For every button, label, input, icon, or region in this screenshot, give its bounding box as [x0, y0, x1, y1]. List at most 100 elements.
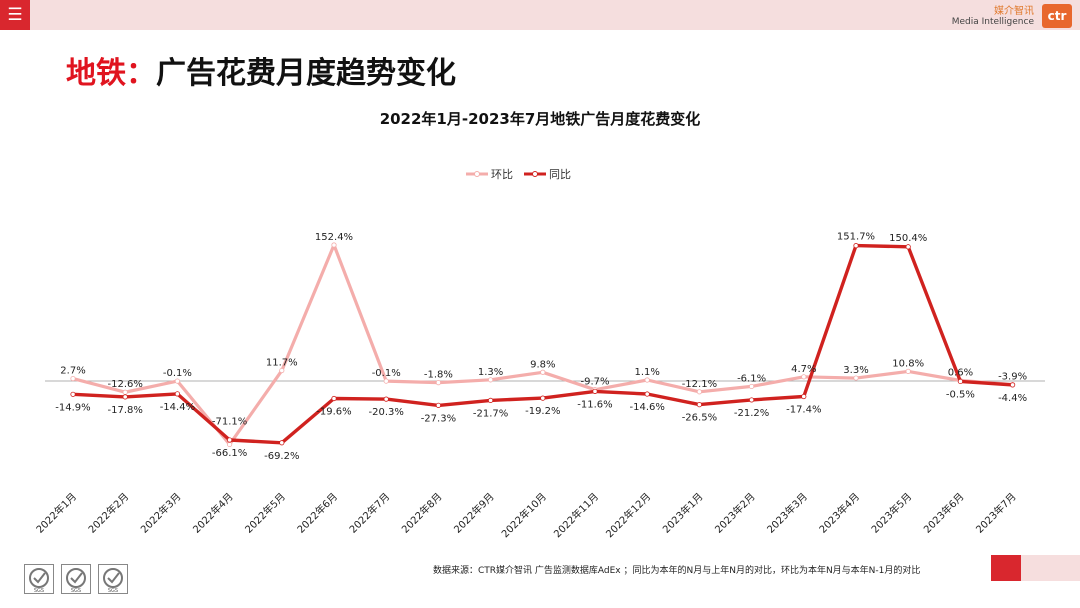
chart-title: 2022年1月-2023年7月地铁广告月度花费变化 — [380, 110, 701, 128]
data-label: -12.6% — [108, 379, 143, 390]
certification-badges: SGS SGS SGS — [24, 564, 130, 596]
data-label: 2.7% — [60, 366, 85, 377]
data-label: -0.1% — [163, 368, 192, 379]
data-label: -14.9% — [55, 402, 90, 413]
x-tick-label: 2022年1月 — [33, 490, 79, 536]
data-point — [540, 395, 546, 401]
sgs-badge-icon: SGS — [98, 564, 129, 594]
data-point — [122, 394, 128, 400]
x-tick-label: 2022年5月 — [242, 490, 288, 536]
data-label: -12.1% — [682, 379, 717, 390]
x-tick-label: 2022年11月 — [551, 490, 601, 540]
svg-text:SGS: SGS — [34, 588, 44, 593]
data-point — [122, 389, 128, 395]
x-tick-label: 2022年6月 — [294, 490, 340, 536]
x-tick-label: 2022年3月 — [138, 490, 184, 536]
data-label: 152.4% — [315, 232, 353, 243]
page-title-accent: 地铁： — [66, 56, 156, 91]
hamburger-menu-icon[interactable]: ☰ — [0, 0, 30, 30]
data-label: 1.3% — [478, 367, 503, 378]
legend-label: 环比 — [491, 168, 513, 181]
data-point — [279, 440, 285, 446]
legend-marker — [532, 171, 538, 177]
data-label: -0.1% — [372, 368, 401, 379]
data-point — [70, 391, 76, 397]
data-label: -14.6% — [630, 402, 665, 413]
data-label: 4.7% — [791, 364, 816, 375]
data-label: 0.6% — [948, 367, 973, 378]
data-label: 151.7% — [837, 232, 875, 243]
data-point — [227, 437, 233, 443]
data-label: -9.7% — [580, 377, 609, 388]
data-point — [383, 378, 389, 384]
data-label: -0.5% — [946, 389, 975, 400]
x-tick-label: 2023年4月 — [816, 490, 862, 536]
x-tick-label: 2022年12月 — [603, 490, 653, 540]
page-title: 地铁：广告花费月度趋势变化 — [66, 48, 456, 92]
data-label: -14.4% — [160, 402, 195, 413]
data-label: 3.3% — [843, 365, 868, 376]
data-point — [905, 244, 911, 250]
brand-name-cn: 媒介智讯 — [994, 6, 1034, 17]
footer-accent-block — [1021, 555, 1080, 581]
data-point — [905, 368, 911, 374]
x-tick-label: 2023年7月 — [973, 490, 1019, 536]
data-point — [487, 397, 494, 403]
x-tick-label: 2022年2月 — [85, 490, 131, 536]
data-label: 10.8% — [892, 358, 924, 369]
data-label: -26.5% — [682, 413, 717, 424]
data-point — [592, 388, 598, 394]
data-label: -19.6% — [316, 406, 351, 417]
x-tick-label: 2023年3月 — [764, 490, 810, 536]
ctr-logo: ctr — [1042, 4, 1072, 28]
data-point — [644, 391, 650, 397]
data-point — [435, 380, 441, 386]
data-label: -3.9% — [998, 371, 1027, 382]
data-point — [748, 397, 755, 403]
x-tick-label: 2023年1月 — [660, 490, 706, 536]
data-label: -21.2% — [734, 408, 769, 419]
data-label: -6.1% — [737, 373, 766, 384]
data-label: -21.7% — [473, 408, 508, 419]
data-label: -71.1% — [212, 416, 247, 427]
x-tick-label: 2022年9月 — [451, 490, 497, 536]
data-point — [696, 402, 703, 408]
data-label: 1.1% — [634, 367, 659, 378]
data-label: -69.2% — [264, 451, 299, 462]
data-label: -19.2% — [525, 406, 560, 417]
data-point — [331, 242, 337, 248]
data-point — [174, 391, 180, 397]
data-point — [487, 377, 494, 383]
data-point — [279, 367, 285, 374]
data-label: 9.8% — [530, 359, 555, 370]
data-point — [540, 369, 546, 375]
data-point — [1009, 382, 1016, 388]
data-label: -17.4% — [786, 405, 821, 416]
data-point — [853, 375, 859, 381]
sgs-badge-icon: SGS — [24, 564, 54, 594]
top-bar — [0, 0, 1080, 30]
data-point — [174, 378, 180, 384]
data-label: -4.4% — [998, 393, 1027, 404]
data-point — [435, 402, 441, 408]
brand-name-en: Media Intelligence — [951, 17, 1034, 27]
data-point — [227, 441, 233, 448]
legend-marker — [474, 171, 480, 177]
data-point — [801, 393, 807, 400]
data-point — [696, 389, 703, 395]
legend-label: 同比 — [549, 168, 571, 181]
x-tick-label: 2023年5月 — [868, 490, 914, 536]
data-label: -27.3% — [421, 413, 456, 424]
data-source-note: 数据来源：CTR媒介智讯 广告监测数据库AdEx ；同比为本年的N月与上年N月的… — [433, 566, 921, 576]
data-point — [331, 395, 337, 402]
svg-text:SGS: SGS — [71, 588, 81, 593]
sgs-badge-icon: SGS — [61, 564, 92, 594]
footer-accent-block — [991, 555, 1021, 581]
page-title-main: 广告花费月度趋势变化 — [156, 56, 456, 91]
data-point — [383, 396, 389, 402]
data-label: 150.4% — [889, 233, 927, 244]
x-tick-label: 2022年7月 — [346, 490, 392, 536]
x-tick-label: 2022年10月 — [499, 490, 549, 540]
data-point — [748, 383, 755, 390]
